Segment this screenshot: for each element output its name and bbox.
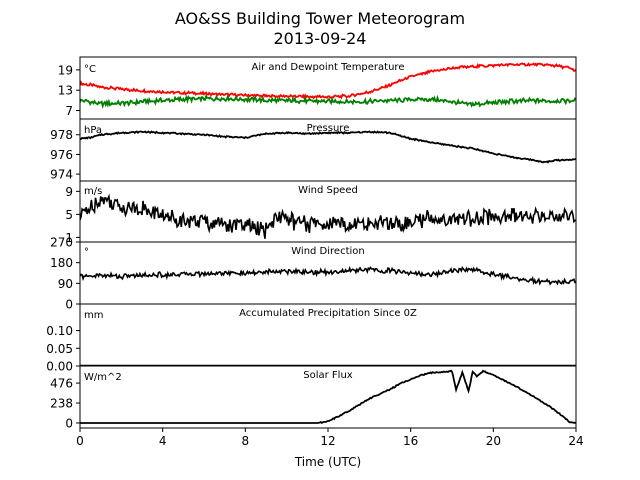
x-tick-label: 12	[320, 434, 335, 448]
x-tick-label: 0	[76, 434, 84, 448]
panel-2: 974 976 978 hPa Pressure	[50, 118, 577, 182]
y-tick-label: 90	[58, 277, 73, 291]
panel-unit: °C	[84, 64, 96, 75]
y-tick-label: 5	[65, 208, 73, 222]
x-tick-label: 4	[159, 434, 167, 448]
y-tick-label: 13	[58, 84, 73, 98]
figure-subtitle: 2013-09-24	[274, 29, 367, 48]
y-tick-label: 270	[50, 236, 73, 250]
panel-title: Wind Direction	[291, 246, 365, 257]
y-tick-label: 476	[50, 377, 73, 391]
panel-title: Wind Speed	[298, 185, 358, 196]
series-line	[80, 193, 576, 239]
y-tick-label: 0	[65, 416, 73, 430]
series-line	[80, 62, 576, 101]
y-tick-label: 9	[65, 185, 73, 199]
y-tick-label: 0.00	[46, 360, 73, 374]
series-line	[80, 93, 576, 109]
panel-title: Air and Dewpoint Temperature	[252, 62, 405, 73]
x-tick-label: 8	[242, 434, 250, 448]
y-tick-label: 0.05	[46, 342, 73, 356]
y-tick-label: 976	[50, 148, 73, 162]
x-axis: 0 4 8 12 16 20 24	[76, 428, 584, 448]
y-tick-label: 1	[65, 231, 73, 245]
panel-unit: m/s	[84, 186, 102, 197]
panel-title: Accumulated Precipitation Since 0Z	[239, 308, 417, 319]
panel-unit: hPa	[84, 125, 102, 136]
y-tick-label: 0.10	[46, 324, 73, 338]
panel-title: Solar Flux	[303, 370, 353, 381]
panel-3: 1 5 9 m/s Wind Speed	[65, 180, 577, 245]
x-tick-label: 16	[403, 434, 418, 448]
panel-unit: mm	[84, 310, 103, 321]
y-tick-label: 19	[58, 63, 73, 77]
y-tick-label: 0	[65, 298, 73, 312]
y-tick-label: 238	[50, 397, 73, 411]
panel-5: 0.00 0.05 0.10 mm Accumulated Precipitation …	[46, 303, 577, 374]
x-tick-label: 20	[486, 434, 501, 448]
y-tick-label: 978	[50, 128, 73, 142]
panel-unit: °	[84, 247, 89, 258]
x-axis-label: Time (UTC)	[294, 455, 361, 469]
panel-4: 0 90 180 270 ° Wind Direction	[50, 236, 577, 312]
panel-unit: W/m^2	[84, 372, 122, 383]
x-tick-label: 24	[568, 434, 583, 448]
series-line	[80, 265, 576, 286]
series-line	[80, 130, 576, 164]
series-line	[80, 369, 576, 424]
panel-title: Pressure	[307, 123, 350, 134]
panel-1: 7 13 19 °C Air and Dewpoint Temperature	[58, 56, 577, 120]
y-tick-label: 974	[50, 168, 73, 182]
y-tick-label: 180	[50, 256, 73, 270]
y-tick-label: 7	[65, 104, 73, 118]
panel-6: 0 238 476 W/m^2 Solar Flux	[50, 365, 577, 430]
figure-title: AO&SS Building Tower Meteorogram	[175, 9, 465, 28]
